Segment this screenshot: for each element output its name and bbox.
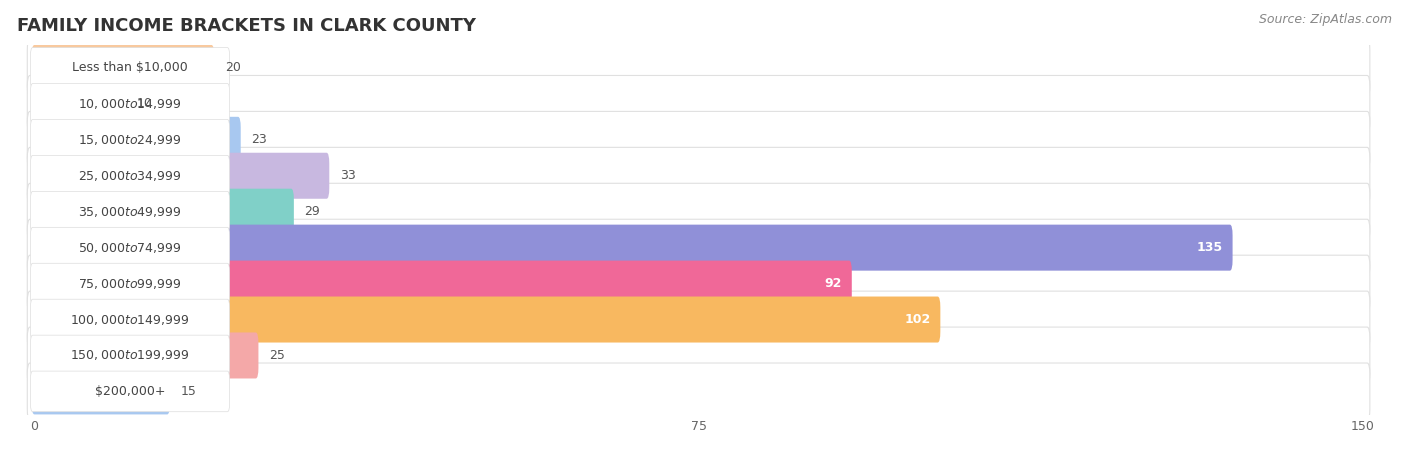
Text: 20: 20 [225,61,240,74]
FancyBboxPatch shape [31,227,229,268]
FancyBboxPatch shape [27,76,1369,132]
Text: $50,000 to $74,999: $50,000 to $74,999 [79,241,181,255]
FancyBboxPatch shape [31,120,229,160]
Text: 25: 25 [269,349,285,362]
Text: $15,000 to $24,999: $15,000 to $24,999 [79,133,181,147]
FancyBboxPatch shape [27,327,1369,384]
FancyBboxPatch shape [31,191,229,232]
Text: Less than $10,000: Less than $10,000 [72,61,188,74]
Text: 15: 15 [180,385,197,398]
Text: $150,000 to $199,999: $150,000 to $199,999 [70,348,190,362]
Text: $35,000 to $49,999: $35,000 to $49,999 [79,205,181,219]
FancyBboxPatch shape [31,335,229,376]
Text: Source: ZipAtlas.com: Source: ZipAtlas.com [1258,14,1392,27]
FancyBboxPatch shape [27,255,1369,312]
FancyBboxPatch shape [27,183,1369,240]
Text: 102: 102 [904,313,931,326]
FancyBboxPatch shape [32,369,170,414]
FancyBboxPatch shape [27,219,1369,276]
Text: $100,000 to $149,999: $100,000 to $149,999 [70,313,190,327]
Text: $75,000 to $99,999: $75,000 to $99,999 [79,277,181,291]
FancyBboxPatch shape [27,40,1369,96]
Text: $25,000 to $34,999: $25,000 to $34,999 [79,169,181,183]
FancyBboxPatch shape [32,297,941,342]
FancyBboxPatch shape [31,263,229,304]
Text: 33: 33 [340,169,356,182]
FancyBboxPatch shape [31,299,229,340]
Text: $10,000 to $14,999: $10,000 to $14,999 [79,97,181,111]
Text: 29: 29 [305,205,321,218]
Text: 135: 135 [1197,241,1223,254]
Text: $200,000+: $200,000+ [94,385,166,398]
FancyBboxPatch shape [27,363,1369,420]
FancyBboxPatch shape [32,225,1233,270]
FancyBboxPatch shape [31,84,229,124]
FancyBboxPatch shape [27,291,1369,348]
FancyBboxPatch shape [31,48,229,88]
FancyBboxPatch shape [32,117,240,163]
FancyBboxPatch shape [31,371,229,412]
FancyBboxPatch shape [32,153,329,199]
FancyBboxPatch shape [32,261,852,306]
Text: FAMILY INCOME BRACKETS IN CLARK COUNTY: FAMILY INCOME BRACKETS IN CLARK COUNTY [17,17,475,35]
FancyBboxPatch shape [32,81,125,127]
Text: 23: 23 [252,133,267,146]
FancyBboxPatch shape [27,112,1369,168]
FancyBboxPatch shape [32,333,259,378]
Text: 92: 92 [825,277,842,290]
FancyBboxPatch shape [27,147,1369,204]
FancyBboxPatch shape [32,45,214,91]
FancyBboxPatch shape [32,189,294,235]
Text: 10: 10 [136,97,152,110]
FancyBboxPatch shape [31,155,229,196]
